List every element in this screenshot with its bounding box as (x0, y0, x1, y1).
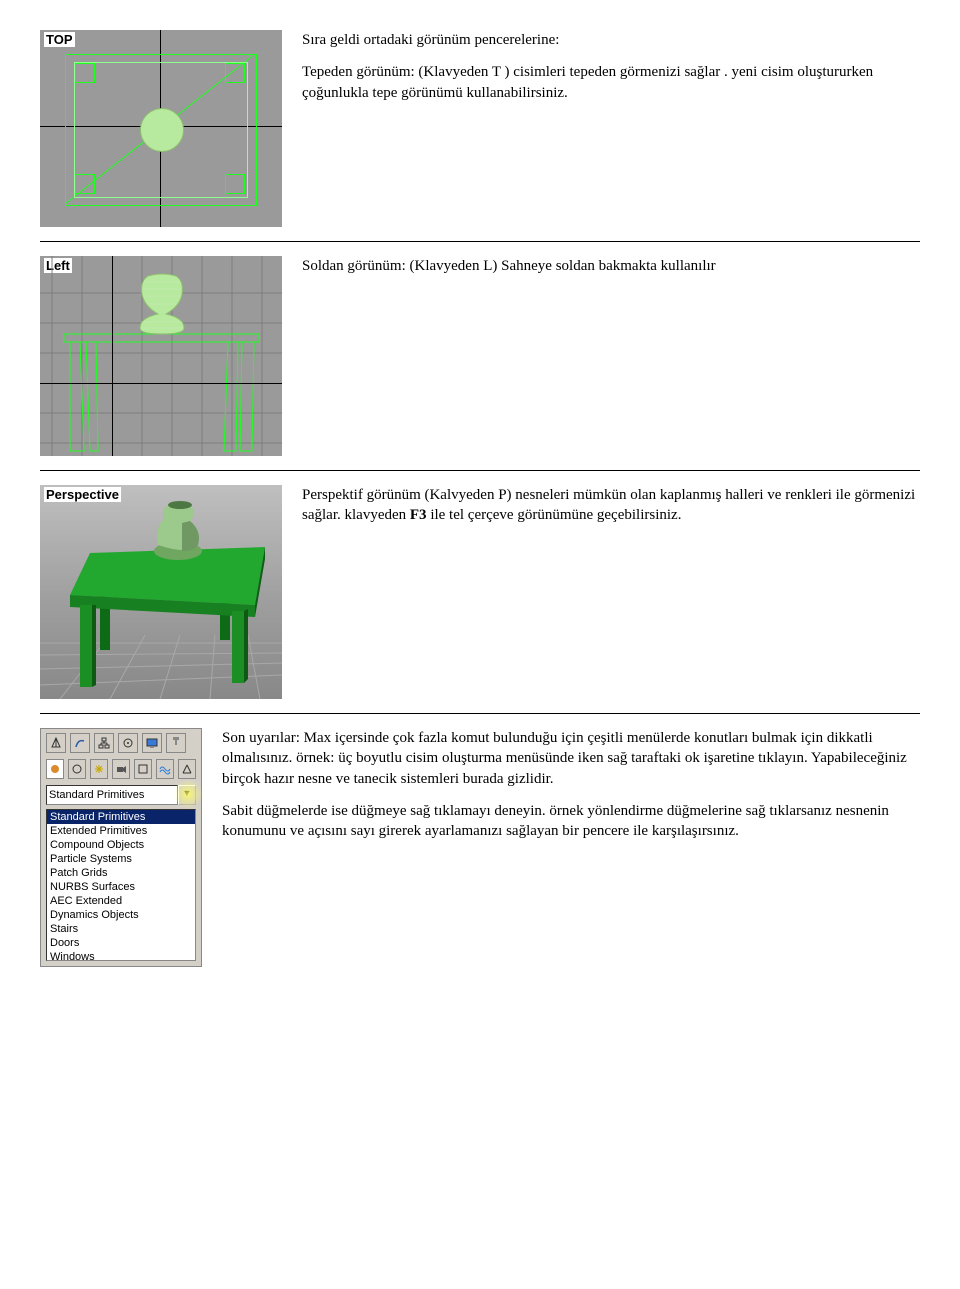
list-item[interactable]: Doors (47, 936, 195, 950)
list-item[interactable]: Standard Primitives (47, 810, 195, 824)
lights-icon[interactable] (90, 759, 108, 779)
leg-corner (225, 63, 245, 83)
section-panel-text: Son uyarılar: Max içersinde çok fazla ko… (222, 728, 920, 853)
section-top: TOP Sıra geldi ortadaki görünüm pencerel… (40, 30, 920, 227)
tab-display-icon[interactable] (142, 733, 162, 753)
list-item[interactable]: Extended Primitives (47, 824, 195, 838)
cameras-icon[interactable] (112, 759, 130, 779)
section-perspective: Perspective (40, 485, 920, 699)
shapes-icon[interactable] (68, 759, 86, 779)
paragraph: Sabit düğmelerde ise düğmeye sağ tıklama… (222, 801, 920, 842)
list-item[interactable]: Particle Systems (47, 852, 195, 866)
paragraph: Soldan görünüm: (Klavyeden L) Sahneye so… (302, 256, 716, 276)
paragraph: Perspektif görünüm (Kalvyeden P) nesnele… (302, 485, 920, 526)
viewport-top-label: TOP (44, 32, 75, 47)
leg-corner (225, 174, 245, 194)
section-panel: Standard Primitives ▼ Standard Primitive… (40, 728, 920, 967)
systems-icon[interactable] (178, 759, 196, 779)
section-left-text: Soldan görünüm: (Klavyeden L) Sahneye so… (302, 256, 716, 288)
list-item[interactable]: Stairs (47, 922, 195, 936)
category-dropdown-wrap: Standard Primitives ▼ (41, 781, 201, 809)
paragraph: Sıra geldi ortadaki görünüm pencerelerin… (302, 30, 920, 50)
divider (40, 470, 920, 471)
tab-modify-icon[interactable] (70, 733, 90, 753)
panel-main-tabs (41, 729, 201, 755)
tab-motion-icon[interactable] (118, 733, 138, 753)
list-item[interactable]: Dynamics Objects (47, 908, 195, 922)
leg-corner (75, 174, 95, 194)
panel-sub-tabs (41, 755, 201, 781)
divider (40, 713, 920, 714)
text-bold: F3 (410, 507, 427, 523)
section-left: Left (40, 256, 920, 456)
list-item[interactable]: AEC Extended (47, 894, 195, 908)
viewport-perspective: Perspective (40, 485, 282, 699)
category-dropdown[interactable]: Standard Primitives (46, 785, 178, 805)
divider (40, 241, 920, 242)
axis-vertical (112, 256, 113, 456)
helpers-icon[interactable] (134, 759, 152, 779)
axis-horizontal (40, 383, 282, 384)
dropdown-arrow-button[interactable]: ▼ (178, 785, 196, 805)
leg-corner (75, 63, 95, 83)
section-perspective-text: Perspektif görünüm (Kalvyeden P) nesnele… (302, 485, 920, 538)
tab-hierarchy-icon[interactable] (94, 733, 114, 753)
perspective-svg (40, 485, 282, 699)
list-item[interactable]: Windows (47, 950, 195, 961)
viewport-left: Left (40, 256, 282, 456)
list-item[interactable]: Patch Grids (47, 866, 195, 880)
tab-create-icon[interactable] (46, 733, 66, 753)
section-top-text: Sıra geldi ortadaki görünüm pencerelerin… (302, 30, 920, 115)
category-listbox[interactable]: Standard Primitives Extended Primitives … (46, 809, 196, 961)
command-panel: Standard Primitives ▼ Standard Primitive… (40, 728, 202, 967)
paragraph: Tepeden görünüm: (Klavyeden T ) cisimler… (302, 62, 920, 103)
paragraph: Son uyarılar: Max içersinde çok fazla ko… (222, 728, 920, 789)
geometry-icon[interactable] (46, 759, 64, 779)
vase-top-circle (140, 108, 184, 152)
list-item[interactable]: NURBS Surfaces (47, 880, 195, 894)
spacewarps-icon[interactable] (156, 759, 174, 779)
left-view-svg (40, 256, 282, 456)
viewport-top: TOP (40, 30, 282, 227)
list-item[interactable]: Compound Objects (47, 838, 195, 852)
text: ile tel çerçeve görünümüne geçebilirsini… (427, 507, 682, 523)
tab-utilities-icon[interactable] (166, 733, 186, 753)
